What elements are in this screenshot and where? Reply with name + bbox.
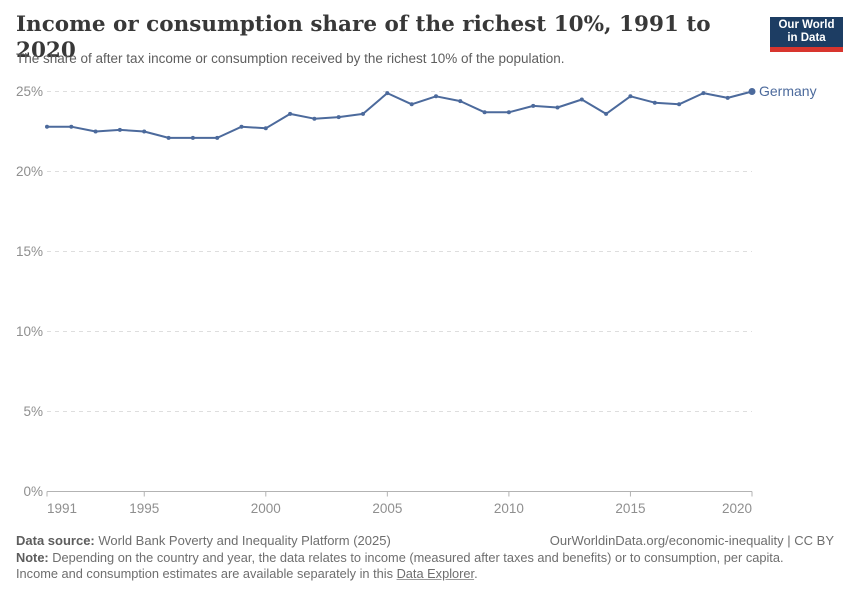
gridlines — [47, 91, 752, 412]
germany-line-series[interactable] — [46, 90, 753, 139]
data-point-marker — [239, 124, 244, 129]
data-point-marker — [117, 127, 122, 132]
data-source-text: World Bank Poverty and Inequality Platfo… — [94, 533, 391, 548]
data-point-marker — [748, 88, 756, 95]
data-point-markers — [45, 88, 756, 140]
data-point-marker — [215, 135, 220, 140]
data-point-marker — [531, 103, 536, 108]
data-point-marker — [677, 102, 682, 107]
data-point-marker — [628, 94, 633, 99]
note-block: Note: Depending on the country and year,… — [16, 550, 834, 582]
data-point-marker — [434, 94, 438, 99]
x-axis-tick-label: 2010 — [494, 501, 524, 516]
credit-link[interactable]: OurWorldinData.org/economic-inequality |… — [549, 533, 834, 548]
y-axis-tick-label: 5% — [23, 404, 43, 419]
data-point-marker — [263, 126, 268, 131]
x-axis-tick-label: 1991 — [47, 501, 77, 516]
data-point-marker — [336, 115, 341, 120]
note-text-line2: Income and consumption estimates are ava… — [16, 565, 397, 581]
data-point-marker — [409, 102, 414, 107]
note-label: Note: — [16, 550, 49, 565]
data-point-marker — [288, 111, 293, 116]
data-point-marker — [701, 91, 706, 96]
chart-subtitle: The share of after tax income or consump… — [16, 51, 565, 66]
x-axis-tick-label: 2015 — [615, 501, 645, 516]
data-point-marker — [482, 110, 487, 115]
data-point-marker — [579, 97, 584, 102]
logo-text-line2: in Data — [787, 32, 826, 44]
series-label-germany[interactable]: Germany — [759, 83, 817, 99]
y-axis-tick-label: 25% — [16, 84, 43, 99]
owid-logo[interactable]: Our World in Data — [770, 17, 843, 52]
note-text-period: . — [474, 565, 478, 581]
data-point-marker — [652, 100, 657, 105]
page-title: Income or consumption share of the riche… — [16, 12, 711, 63]
data-point-marker — [45, 124, 49, 129]
data-point-marker — [604, 111, 609, 116]
data-point-marker — [458, 99, 463, 104]
data-point-marker — [385, 91, 390, 96]
x-axis-tick-label: 2020 — [722, 501, 752, 516]
data-point-marker — [312, 116, 317, 121]
data-point-marker — [190, 135, 195, 140]
x-axis — [46, 491, 753, 497]
data-point-marker — [93, 129, 98, 134]
data-source-line: Data source: World Bank Poverty and Ineq… — [16, 532, 391, 549]
y-axis-tick-label: 15% — [16, 244, 43, 259]
y-axis-tick-label: 20% — [16, 164, 43, 179]
data-explorer-link[interactable]: Data Explorer — [396, 565, 475, 581]
logo-text-line1: Our World — [778, 19, 835, 31]
x-axis-labels: 1991 1995 2000 2005 2010 2015 2020 — [47, 501, 752, 516]
line-chart-canvas: 0% 5% 10% 15% 20% 25% 1991 1995 2000 2005 2010 201… — [16, 83, 817, 516]
data-point-marker — [69, 124, 74, 129]
data-point-marker — [166, 135, 171, 140]
y-axis-tick-label: 10% — [16, 324, 43, 339]
data-point-marker — [506, 110, 511, 115]
x-axis-tick-label: 1995 — [129, 501, 159, 516]
note-text-line1: Depending on the country and year, the d… — [48, 550, 784, 565]
data-source-label: Data source: — [16, 533, 95, 548]
x-axis-tick-label: 2005 — [372, 501, 402, 516]
data-point-marker — [725, 95, 730, 100]
x-axis-tick-label: 2000 — [251, 501, 281, 516]
data-point-marker — [555, 105, 560, 110]
y-axis-tick-label: 0% — [23, 484, 43, 499]
data-point-marker — [142, 129, 147, 134]
y-axis-labels: 0% 5% 10% 15% 20% 25% — [16, 84, 43, 499]
data-point-marker — [361, 111, 365, 116]
